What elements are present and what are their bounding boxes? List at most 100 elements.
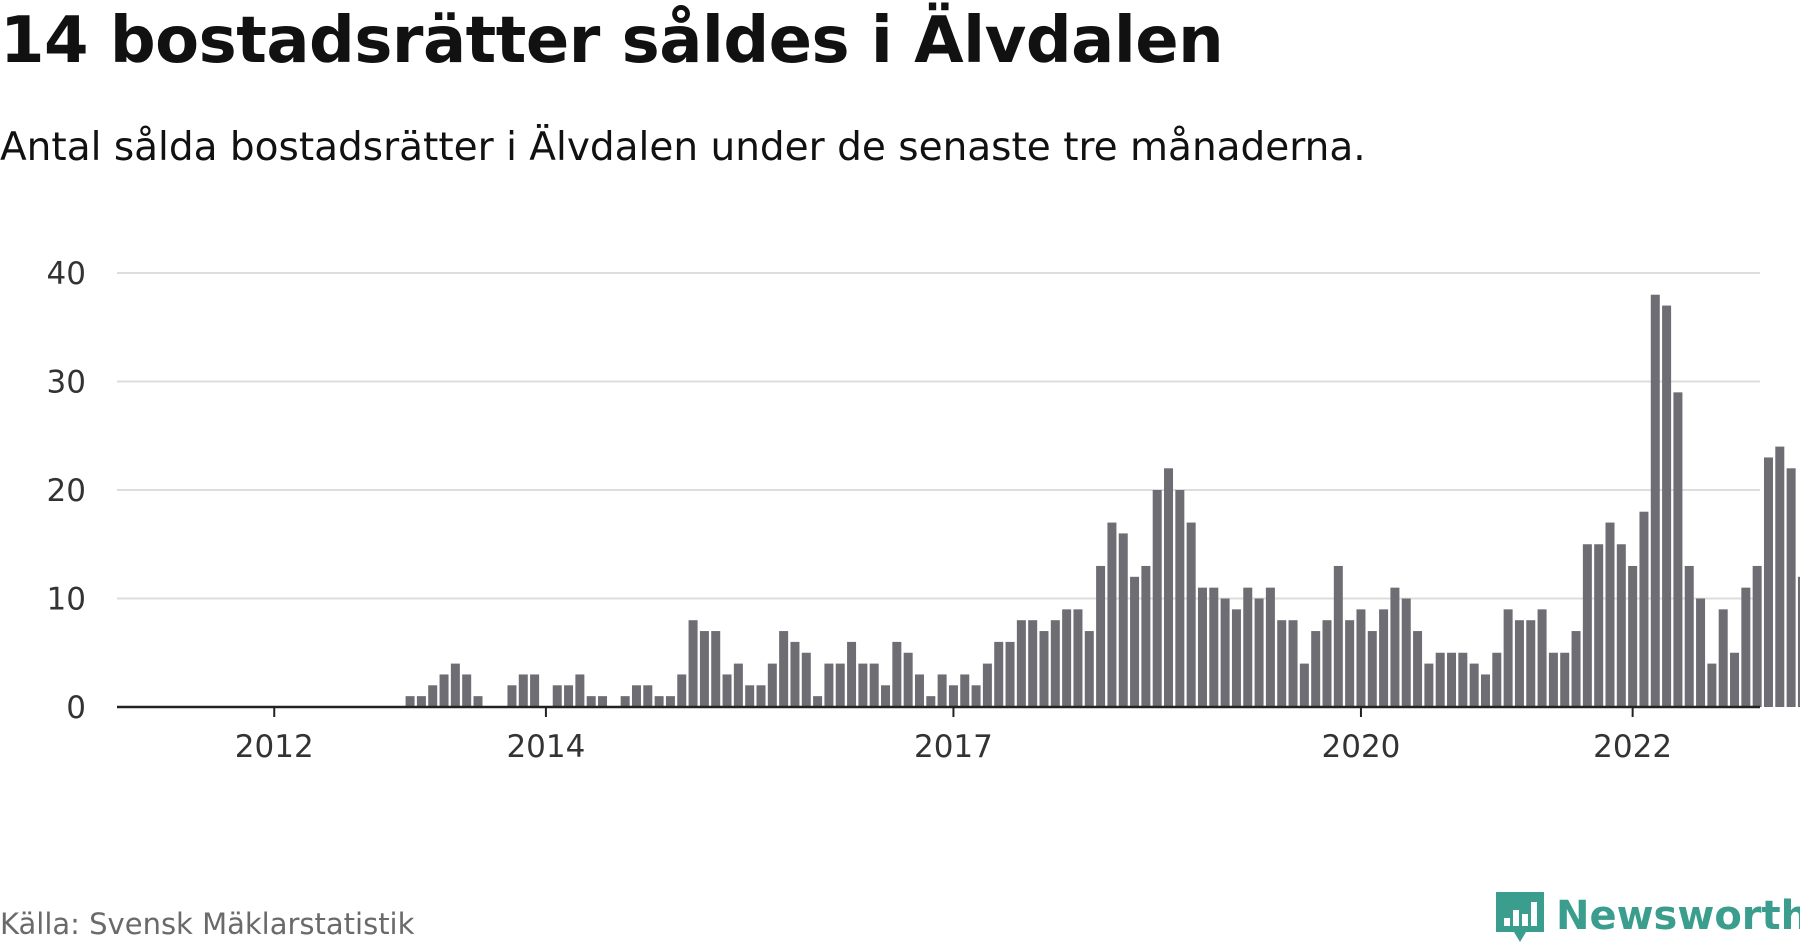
bar — [1707, 663, 1717, 707]
bar — [745, 685, 755, 707]
bar — [665, 696, 675, 707]
bar — [790, 641, 800, 707]
bar — [1152, 490, 1162, 707]
bar — [1175, 490, 1185, 707]
bar — [824, 663, 834, 707]
bar — [1209, 587, 1219, 707]
newsworthy-logo-icon — [1496, 892, 1544, 942]
bar — [1560, 652, 1570, 707]
bar — [1639, 511, 1649, 707]
x-tick-label: 2017 — [914, 729, 993, 765]
bar — [1345, 620, 1355, 707]
bar — [835, 663, 845, 707]
bar — [586, 696, 596, 707]
bar — [903, 652, 913, 707]
bar — [405, 696, 415, 707]
bar — [1084, 631, 1094, 707]
bar — [450, 663, 460, 707]
bar — [1662, 305, 1672, 707]
bar — [552, 685, 562, 707]
bar — [1231, 609, 1241, 707]
bar — [1390, 587, 1400, 707]
bar — [1118, 533, 1128, 707]
bar — [1265, 587, 1275, 707]
bar — [892, 641, 902, 707]
bar — [1299, 663, 1309, 707]
bar — [564, 685, 574, 707]
y-tick-label: 0 — [66, 690, 86, 726]
bar — [1333, 565, 1343, 707]
bar — [1526, 620, 1536, 707]
bar — [1016, 620, 1026, 707]
bar — [1571, 631, 1581, 707]
bar — [733, 663, 743, 707]
bar — [994, 641, 1004, 707]
bar — [1763, 457, 1773, 707]
bar — [813, 696, 823, 707]
x-tick-label: 2012 — [235, 729, 314, 765]
y-tick-label: 20 — [47, 473, 86, 509]
bar — [869, 663, 879, 707]
bar — [1062, 609, 1072, 707]
bar — [1797, 576, 1800, 707]
bar — [1039, 631, 1049, 707]
bar — [1548, 652, 1558, 707]
bar — [881, 685, 891, 707]
bar — [1424, 663, 1434, 707]
bar — [971, 685, 981, 707]
bar — [914, 674, 924, 707]
bar — [1514, 620, 1524, 707]
bar — [1696, 598, 1706, 707]
bar — [1492, 652, 1502, 707]
bar — [1786, 468, 1796, 707]
grid-lines — [117, 272, 1760, 600]
y-tick-label: 10 — [47, 582, 86, 618]
chart-subtitle: Antal sålda bostadsrätter i Älvdalen und… — [0, 125, 1366, 170]
bar — [1130, 576, 1140, 707]
bar — [688, 620, 698, 707]
bar — [1594, 544, 1604, 707]
bar — [677, 674, 687, 707]
bar — [1379, 609, 1389, 707]
bar — [575, 674, 585, 707]
bar — [926, 696, 936, 707]
bar — [1458, 652, 1468, 707]
bar — [428, 685, 438, 707]
bar — [1288, 620, 1298, 707]
bar — [1718, 609, 1728, 707]
bar — [948, 685, 958, 707]
bar — [462, 674, 472, 707]
bar — [620, 696, 630, 707]
bar — [779, 631, 789, 707]
bar — [1480, 674, 1490, 707]
bar — [439, 674, 449, 707]
bar — [937, 674, 947, 707]
bar — [654, 696, 664, 707]
bar — [767, 663, 777, 707]
bar — [1243, 587, 1253, 707]
brand-name: Newsworthy — [1556, 893, 1800, 939]
bar — [1605, 522, 1615, 707]
bar — [699, 631, 709, 707]
bar — [1413, 631, 1423, 707]
bar — [631, 685, 641, 707]
bar — [1311, 631, 1321, 707]
bar — [1164, 468, 1174, 707]
bar — [1186, 522, 1196, 707]
bar — [643, 685, 653, 707]
bar — [1073, 609, 1083, 707]
x-tick-label: 2022 — [1593, 729, 1672, 765]
brand-logo[interactable]: Newsworthy — [1494, 886, 1800, 946]
bar — [847, 641, 857, 707]
bar — [1356, 609, 1366, 707]
bar — [722, 674, 732, 707]
bar — [1401, 598, 1411, 707]
bar — [1582, 544, 1592, 707]
bar — [1277, 620, 1287, 707]
bar — [1752, 565, 1762, 707]
bar — [1650, 294, 1660, 707]
bar — [1730, 652, 1740, 707]
bar — [1741, 587, 1751, 707]
bar — [1775, 446, 1785, 707]
